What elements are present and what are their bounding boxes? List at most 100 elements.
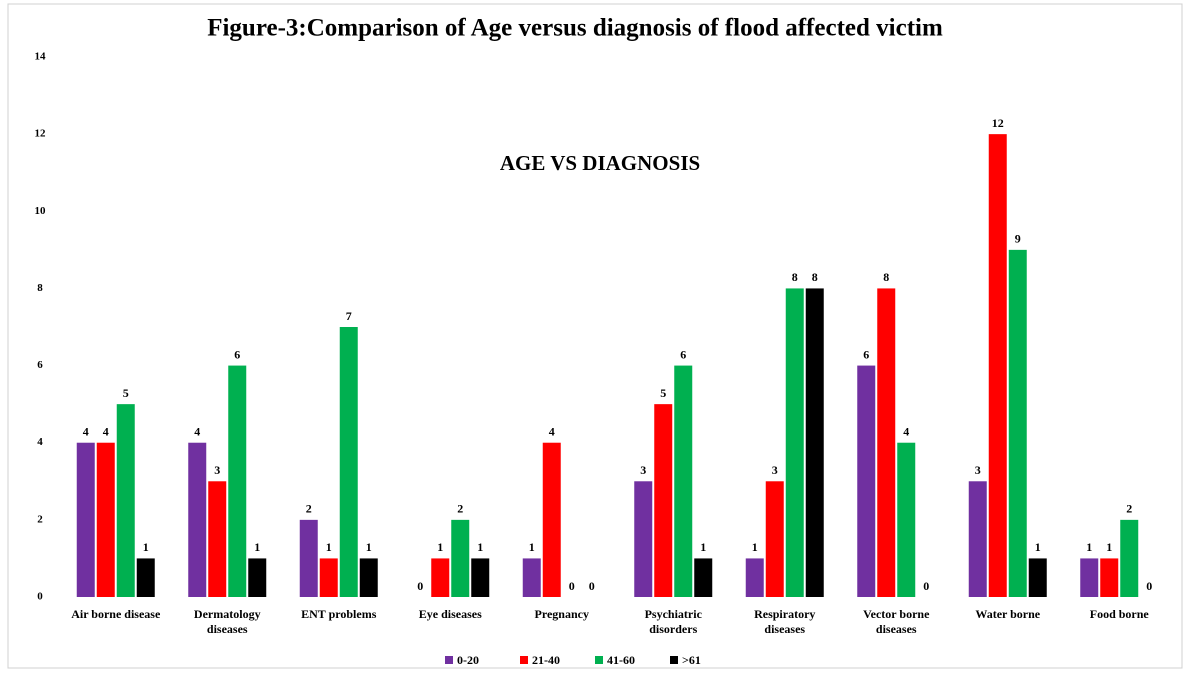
x-tick-label: Respiratory diseases [754, 607, 816, 636]
bar [857, 365, 876, 597]
legend-label: 0-20 [457, 653, 479, 667]
data-label: 8 [883, 270, 889, 284]
data-label: 4 [83, 424, 89, 438]
data-label: 12 [992, 116, 1004, 130]
x-tick-label: Dermatology diseases [193, 607, 261, 636]
bar [897, 442, 916, 597]
bar [805, 288, 824, 597]
y-tick-label: 4 [37, 436, 43, 448]
data-label: 7 [346, 309, 352, 323]
bar [1080, 558, 1099, 597]
data-label: 5 [123, 386, 129, 400]
data-label: 9 [1015, 232, 1021, 246]
data-label: 1 [1086, 540, 1092, 554]
data-label: 6 [234, 347, 240, 361]
data-label: 0 [923, 579, 929, 593]
y-tick-label: 8 [37, 282, 43, 294]
x-tick-label: ENT problems [301, 607, 377, 621]
bar [248, 558, 267, 597]
bar [471, 558, 490, 597]
bar [877, 288, 896, 597]
legend-swatch [670, 656, 678, 664]
data-label: 8 [812, 270, 818, 284]
chart-subtitle: AGE VS DIAGNOSIS [500, 151, 700, 175]
data-label: 8 [792, 270, 798, 284]
data-label: 2 [457, 502, 463, 516]
bar [228, 365, 247, 597]
bar [208, 481, 227, 597]
bar [785, 288, 804, 597]
data-label: 0 [1146, 579, 1152, 593]
legend-swatch [520, 656, 528, 664]
x-tick-label: Eye diseases [418, 607, 482, 621]
legend-label: 41-60 [607, 653, 635, 667]
data-label: 2 [306, 502, 312, 516]
bar [1008, 249, 1027, 597]
bar [765, 481, 784, 597]
x-tick-label: Water borne [975, 607, 1041, 621]
data-label: 0 [589, 579, 595, 593]
data-label: 3 [214, 463, 220, 477]
bar [359, 558, 378, 597]
y-tick-label: 14 [35, 51, 47, 63]
x-tick-label: Food borne [1089, 607, 1149, 621]
x-tick-label: Air borne disease [71, 607, 161, 621]
data-label: 1 [1035, 540, 1041, 554]
bar [299, 519, 318, 597]
data-label: 1 [529, 540, 535, 554]
y-tick-label: 10 [35, 205, 47, 217]
bar [542, 442, 561, 597]
bar [1120, 519, 1139, 597]
bar [968, 481, 987, 597]
data-label: 6 [680, 347, 686, 361]
data-label: 3 [975, 463, 981, 477]
data-label: 4 [103, 424, 109, 438]
data-label: 6 [863, 347, 869, 361]
bar [76, 442, 95, 597]
data-label: 3 [772, 463, 778, 477]
data-label: 1 [477, 540, 483, 554]
bar [634, 481, 653, 597]
bar [96, 442, 115, 597]
data-label: 1 [700, 540, 706, 554]
bar [1100, 558, 1119, 597]
bar [522, 558, 541, 597]
data-label: 3 [640, 463, 646, 477]
bar [339, 327, 358, 597]
legend-label: 21-40 [532, 653, 560, 667]
bar [116, 404, 135, 597]
bar [451, 519, 470, 597]
legend-label: >61 [682, 653, 701, 667]
data-label: 1 [254, 540, 260, 554]
data-label: 1 [752, 540, 758, 554]
x-tick-label: Vector borne diseases [863, 607, 930, 636]
legend-swatch [445, 656, 453, 664]
y-tick-label: 6 [37, 359, 43, 371]
bar [988, 134, 1007, 597]
bar [136, 558, 155, 597]
data-label: 2 [1126, 502, 1132, 516]
bar [694, 558, 713, 597]
data-label: 4 [903, 424, 909, 438]
frame [7, 3, 1183, 669]
bar [188, 442, 207, 597]
data-label: 4 [549, 424, 555, 438]
bar [431, 558, 450, 597]
data-label: 0 [569, 579, 575, 593]
bar [654, 404, 673, 597]
bar [674, 365, 693, 597]
data-label: 1 [1106, 540, 1112, 554]
y-tick-label: 12 [35, 128, 47, 140]
data-label: 0 [417, 579, 423, 593]
bar [745, 558, 764, 597]
bar [1028, 558, 1047, 597]
data-label: 1 [326, 540, 332, 554]
data-label: 1 [143, 540, 149, 554]
data-label: 5 [660, 386, 666, 400]
legend-swatch [595, 656, 603, 664]
y-tick-label: 2 [37, 513, 43, 525]
data-label: 1 [366, 540, 372, 554]
bar [319, 558, 338, 597]
